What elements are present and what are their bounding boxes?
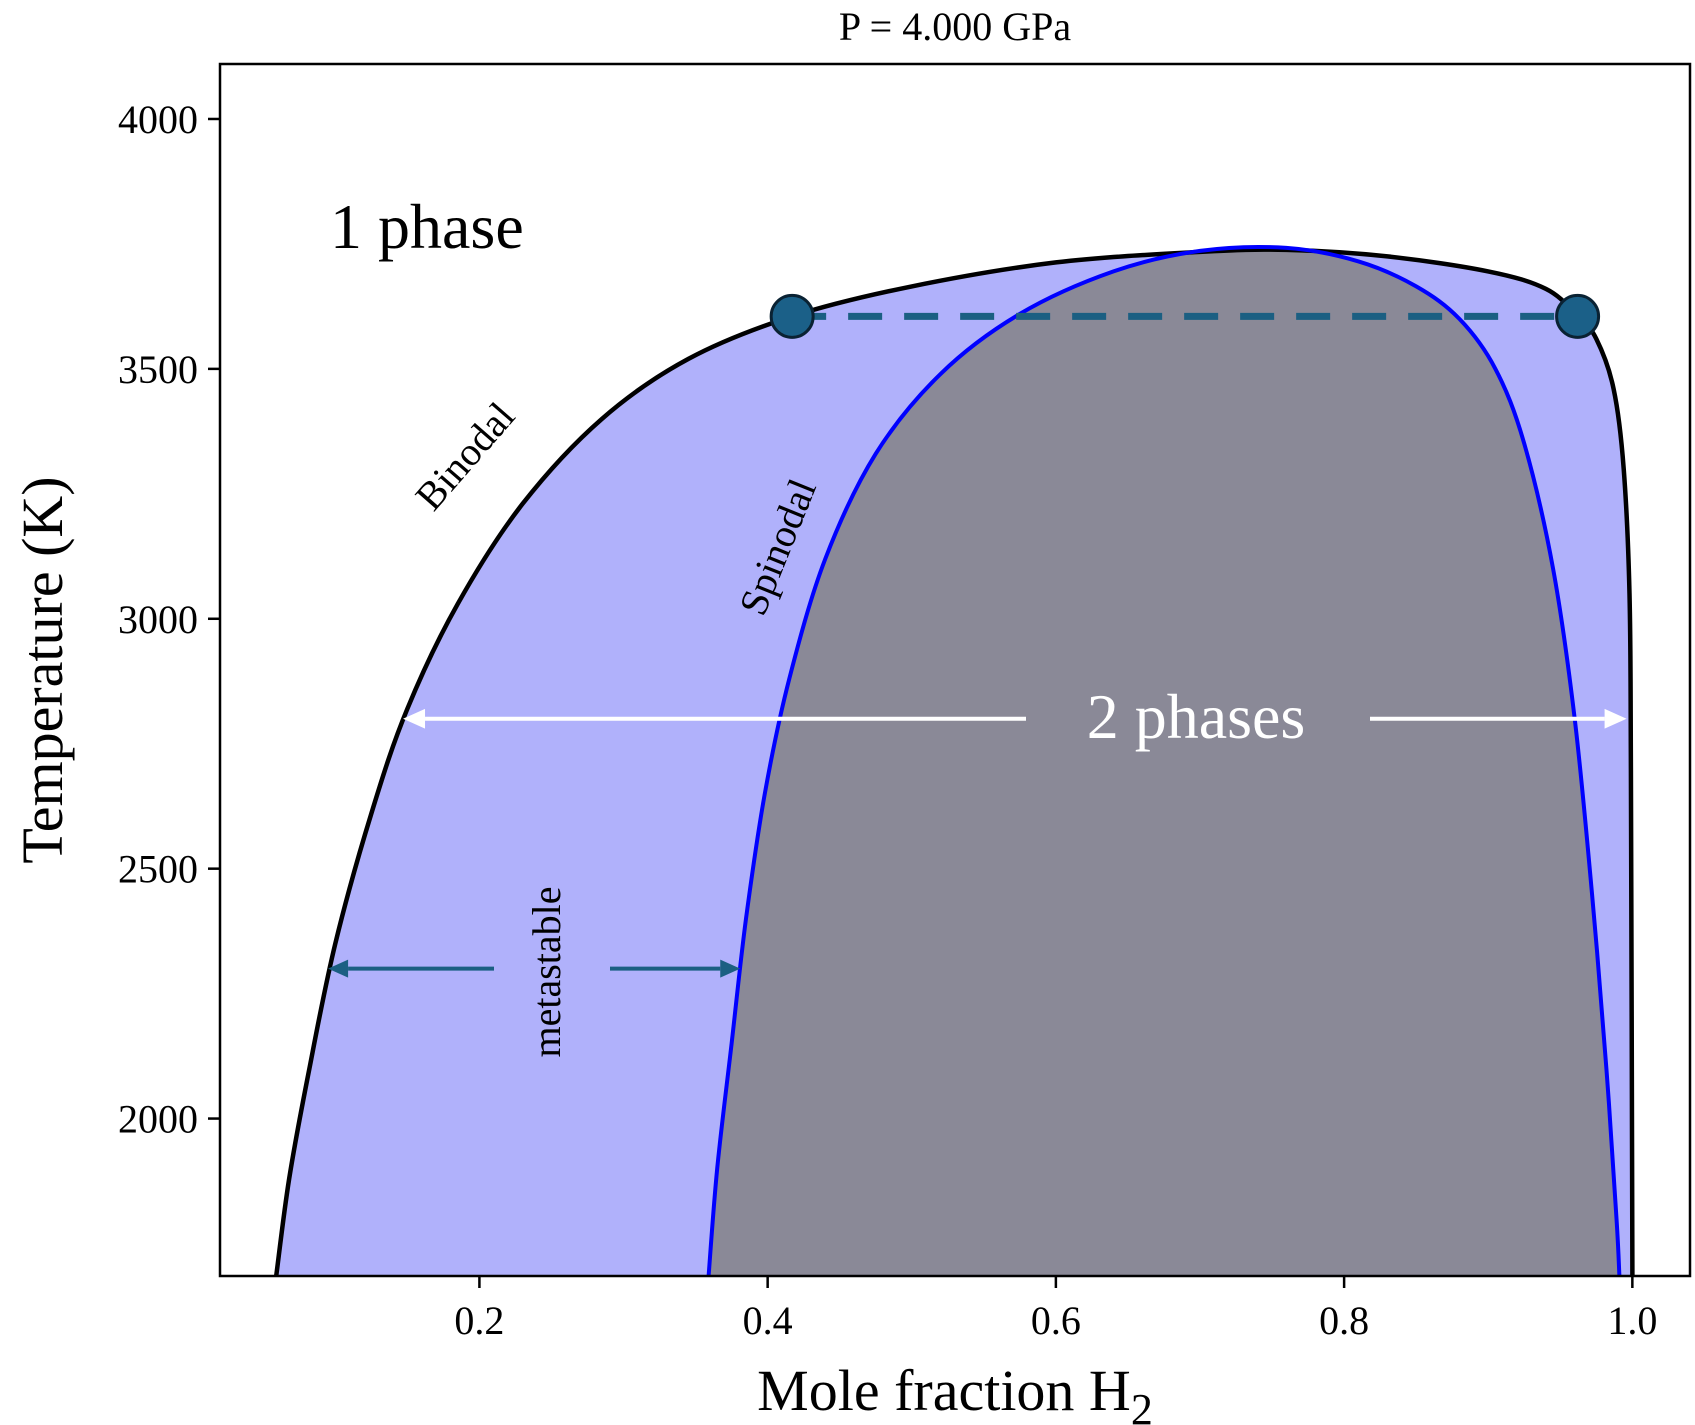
metastable-label: metastable <box>524 886 569 1057</box>
coexistence-point-right <box>1555 293 1601 339</box>
coexistence-point-left <box>769 293 815 339</box>
x-tick-label: 1.0 <box>1607 1298 1657 1343</box>
metastable-arrow <box>328 959 741 978</box>
x-tick-label: 0.4 <box>743 1298 793 1343</box>
spinodal-region-fill <box>708 247 1620 1276</box>
two-phases-label: 2 phases <box>1087 681 1306 752</box>
y-tick-label: 2000 <box>118 1097 198 1142</box>
binodal-label: Binodal <box>406 394 523 519</box>
chart-title: P = 4.000 GPa <box>839 4 1071 49</box>
arrow-metastable-right-head <box>720 959 741 978</box>
x-axis-label-subscript: 2 <box>1131 1385 1153 1425</box>
two-phases-arrow <box>403 708 1627 729</box>
binodal-curve <box>273 247 1635 1276</box>
x-axis-label-main: Mole fraction H <box>757 1358 1131 1423</box>
x-tick-label: 0.2 <box>454 1298 504 1343</box>
x-axis-label: Mole fraction H2 <box>757 1358 1153 1425</box>
y-axis-label: Temperature (K) <box>10 476 75 863</box>
y-tick-label: 3000 <box>118 597 198 642</box>
y-tick-label: 3500 <box>118 347 198 392</box>
arrow-metastable-left-head <box>328 959 349 978</box>
y-tick-label: 4000 <box>118 97 198 142</box>
x-tick-label: 0.8 <box>1319 1298 1369 1343</box>
y-tick-label: 2500 <box>118 847 198 892</box>
arrow-two-phases-left-head <box>403 708 426 729</box>
x-axis-ticks: 0.2 0.4 0.6 0.8 1.0 <box>454 1276 1657 1343</box>
one-phase-label: 1 phase <box>330 191 524 262</box>
plot-frame <box>218 62 1692 1278</box>
x-tick-label: 0.6 <box>1031 1298 1081 1343</box>
y-axis-ticks: 2000 2500 3000 3500 4000 <box>118 97 220 1142</box>
arrow-two-phases-right-head <box>1604 708 1627 729</box>
spinodal-curve <box>706 245 1622 1276</box>
